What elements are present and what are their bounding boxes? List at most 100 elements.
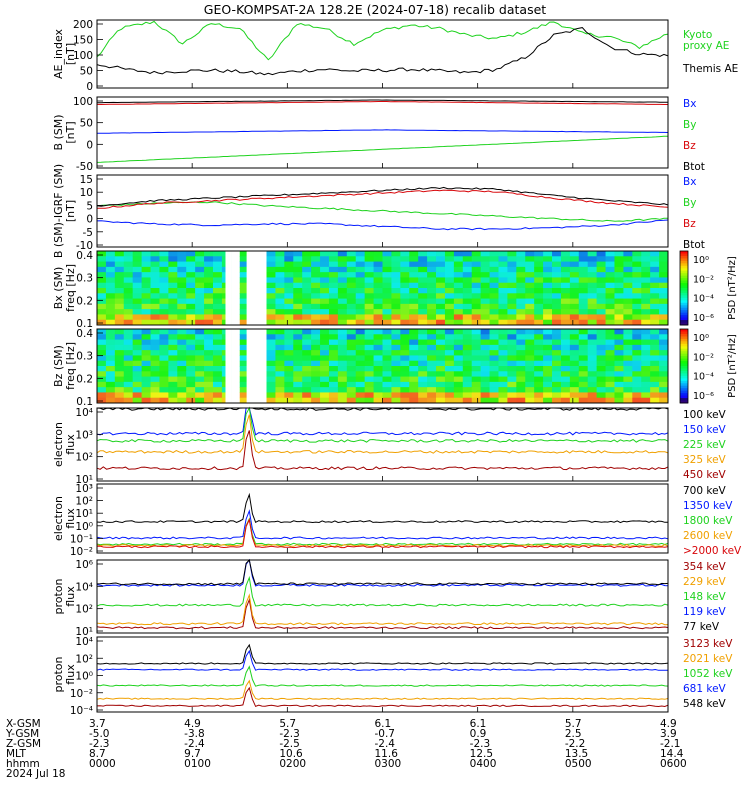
spectrogram-cell	[382, 309, 392, 315]
spectrogram-cell	[168, 381, 178, 388]
spectrogram-cell	[150, 397, 160, 404]
spectrogram-cell	[498, 392, 508, 399]
spectrogram-cell	[320, 303, 330, 310]
spectrogram-cell	[641, 376, 651, 383]
y-axis-label: proton	[52, 656, 65, 692]
spectrogram-cell	[552, 282, 562, 289]
ephemeris-value: 5.7	[279, 718, 296, 730]
y-tick-label: 0	[86, 81, 93, 93]
legend-label: 325 keV	[683, 454, 727, 466]
spectrogram-cell	[623, 282, 633, 289]
spectrogram-cell	[114, 256, 125, 263]
colorbar-segment	[680, 368, 688, 372]
spectrogram-cell	[284, 314, 294, 321]
spectrogram-cell	[453, 319, 464, 326]
spectrogram-cell	[480, 355, 491, 362]
spectrogram-cell	[659, 350, 669, 356]
spectrogram-cell	[614, 288, 624, 294]
spectrogram-cell	[471, 397, 482, 404]
spectrogram-cell	[275, 387, 285, 393]
spectrogram-cell	[462, 366, 473, 372]
spectrogram-cell	[382, 329, 392, 335]
spectrogram-cell	[150, 339, 160, 346]
spectrogram-cell	[436, 381, 446, 388]
spectrogram-cell	[141, 371, 152, 378]
spectrogram-cell	[159, 272, 169, 278]
spectrogram-cell	[596, 392, 607, 399]
spectrogram-cell	[239, 366, 250, 372]
spectrogram-cell	[346, 288, 357, 294]
spectrogram-cell	[427, 381, 437, 388]
spectrogram-cell	[364, 319, 375, 326]
spectrogram-cell	[150, 344, 160, 351]
spectrogram-cell	[641, 314, 651, 321]
spectrogram-cell	[525, 334, 535, 341]
spectrogram-cell	[569, 251, 580, 257]
spectrogram-cell	[614, 366, 624, 372]
ephemeris-value: 2.5	[565, 728, 582, 740]
spectrogram-cell	[346, 334, 357, 341]
spectrogram-cell	[311, 261, 321, 268]
spectrogram-cell	[284, 350, 294, 356]
spectrogram-cell	[328, 376, 339, 383]
spectrogram-cell	[543, 387, 553, 393]
spectrogram-cell	[355, 303, 366, 310]
spectrogram-cell	[320, 256, 330, 263]
spectrogram-cell	[382, 381, 392, 388]
spectrogram-cell	[507, 397, 517, 404]
spectrogram-cell	[444, 339, 455, 346]
spectrogram-cell	[168, 314, 178, 321]
spectrogram-cell	[471, 387, 482, 393]
spectrogram-cell	[587, 256, 598, 263]
colorbar-tick-label: 10⁻⁴	[693, 372, 714, 383]
spectrogram-cell	[382, 261, 392, 268]
spectrogram-cell	[605, 277, 615, 284]
spectrogram-cell	[400, 251, 410, 257]
spectrogram-cell	[569, 344, 580, 351]
spectrogram-cell	[150, 334, 160, 341]
spectrogram-cell	[560, 376, 571, 383]
spectrogram-cell	[373, 371, 383, 378]
spectrogram-cell	[507, 272, 517, 278]
spectrogram-cell	[632, 282, 642, 289]
spectrogram-cell	[418, 282, 428, 289]
y-tick-label: 10³	[75, 483, 93, 495]
spectrogram-cell	[650, 282, 660, 289]
spectrogram-cell	[489, 261, 499, 268]
spectrogram-cell	[641, 272, 651, 278]
spectrogram-cell	[498, 309, 508, 315]
spectrogram-cell	[543, 339, 553, 346]
spectrogram-cell	[284, 344, 294, 351]
spectrogram-cell	[204, 329, 214, 335]
spectrogram-cell	[320, 381, 330, 388]
y-axis-label: B (SM)-IGRF (SM)	[52, 164, 65, 258]
spectrogram-cell	[97, 329, 107, 335]
spectrogram-cell	[498, 272, 508, 278]
spectrogram-cell	[123, 376, 134, 383]
legend-label: 77 keV	[683, 621, 720, 633]
spectrogram-cell	[543, 293, 553, 300]
y-axis-label: flux	[64, 586, 77, 607]
spectrogram-cell	[525, 339, 535, 346]
spectrogram-cell	[266, 397, 276, 404]
ephemeris-row-label: X-GSM	[6, 718, 41, 730]
spectrogram-cell	[641, 251, 651, 257]
spectrogram-cell	[346, 293, 357, 300]
colorbar-segment	[680, 292, 688, 296]
spectrogram-cell	[284, 392, 294, 399]
spectrogram-cell	[293, 319, 303, 326]
spectrogram-cell	[302, 298, 312, 305]
spectrogram-cell	[204, 288, 214, 294]
spectrogram-cell	[507, 293, 517, 300]
spectrogram-cell	[596, 251, 607, 257]
colorbar-segment	[680, 305, 688, 309]
spectrogram-cell	[444, 366, 455, 372]
ephemeris-value: 8.7	[89, 748, 106, 760]
spectrogram-cell	[614, 344, 624, 351]
spectrogram-cell	[605, 314, 615, 321]
y-tick-label: 10⁻⁴	[70, 705, 93, 717]
spectrogram-cell	[239, 329, 250, 335]
spectrogram-cell	[614, 319, 624, 326]
colorbar-segment	[680, 380, 688, 384]
spectrogram-cell	[480, 282, 491, 289]
